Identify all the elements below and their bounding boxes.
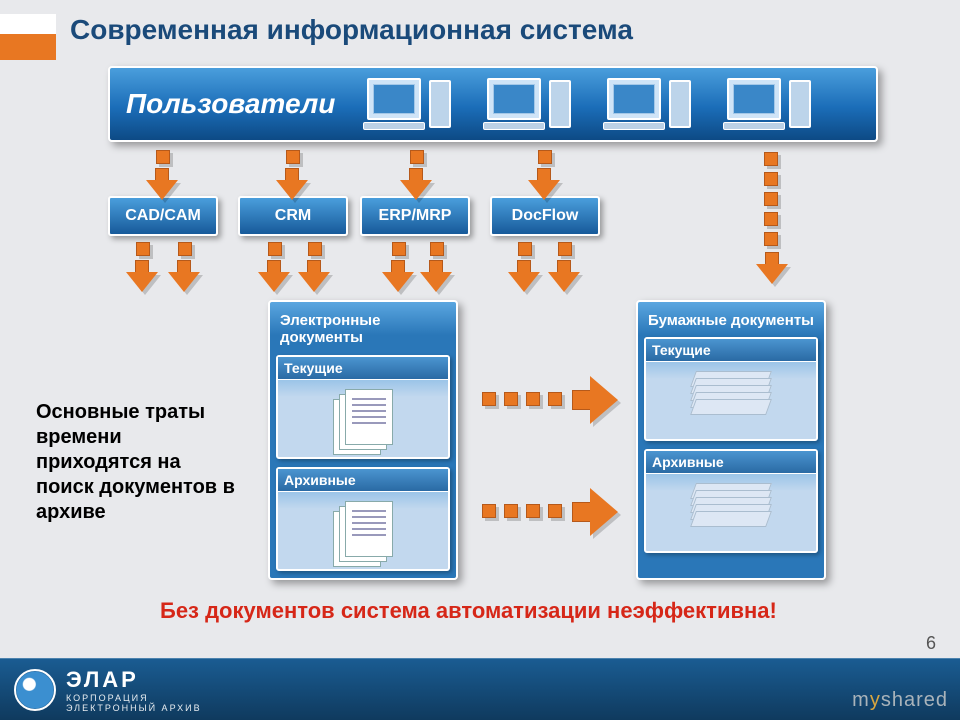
down-arrow-icon — [168, 260, 200, 292]
panel-title: Электронные документы — [276, 308, 450, 355]
down-arrow-icon — [146, 168, 178, 200]
logo-icon — [14, 669, 56, 711]
down-arrow-icon — [420, 260, 452, 292]
card-label: Архивные — [646, 451, 816, 474]
brand-sub1: КОРПОРАЦИЯ — [66, 693, 202, 703]
system-box: ERP/MRP — [360, 196, 470, 236]
corner-orange-block — [0, 34, 56, 60]
down-arrow-icon — [528, 168, 560, 200]
flow-dot — [308, 242, 322, 256]
down-arrow-icon — [258, 260, 290, 292]
panel-title: Бумажные документы — [644, 308, 818, 337]
computer-icons — [355, 76, 825, 132]
flow-dot — [136, 242, 150, 256]
flow-dot — [410, 150, 424, 164]
corner-white-strip — [0, 14, 56, 34]
system-box: CRM — [238, 196, 348, 236]
logo-text: ЭЛАР КОРПОРАЦИЯ ЭЛЕКТРОННЫЙ АРХИВ — [66, 667, 202, 713]
flow-dot — [286, 150, 300, 164]
flow-dot — [538, 150, 552, 164]
card-label: Архивные — [278, 469, 448, 492]
flow-dot — [526, 504, 540, 518]
electronic-panel: Электронные документыТекущие Архивные — [268, 300, 458, 580]
computer-icon — [715, 76, 825, 132]
flow-dot — [178, 242, 192, 256]
down-arrow-icon — [756, 252, 788, 284]
brand-name: ЭЛАР — [66, 667, 202, 693]
system-box: CAD/CAM — [108, 196, 218, 236]
panel-card: Архивные — [644, 449, 818, 553]
computer-icon — [595, 76, 705, 132]
right-arrow-icon — [572, 376, 620, 424]
down-arrow-icon — [548, 260, 580, 292]
flow-dot — [764, 232, 778, 246]
flow-dot — [764, 192, 778, 206]
panel-card: Архивные — [276, 467, 450, 571]
down-arrow-icon — [126, 260, 158, 292]
watermark: myshared — [852, 689, 948, 712]
flow-dot — [504, 504, 518, 518]
flow-dot — [430, 242, 444, 256]
down-arrow-icon — [400, 168, 432, 200]
flow-dot — [482, 392, 496, 406]
flow-dot — [526, 392, 540, 406]
down-arrow-icon — [276, 168, 308, 200]
page-number: 6 — [926, 633, 936, 654]
computer-icon — [475, 76, 585, 132]
slide-title: Современная информационная система — [70, 14, 633, 46]
panel-card: Текущие — [276, 355, 450, 459]
system-box: DocFlow — [490, 196, 600, 236]
flow-dot — [548, 392, 562, 406]
flow-dot — [392, 242, 406, 256]
flow-dot — [764, 212, 778, 226]
footer-bar: ЭЛАР КОРПОРАЦИЯ ЭЛЕКТРОННЫЙ АРХИВ myshar… — [0, 658, 960, 720]
panel-card: Текущие — [644, 337, 818, 441]
card-label: Текущие — [278, 357, 448, 380]
flow-dot — [504, 392, 518, 406]
users-bar: Пользователи — [108, 66, 878, 142]
flow-dot — [558, 242, 572, 256]
flow-dot — [482, 504, 496, 518]
down-arrow-icon — [382, 260, 414, 292]
flow-dot — [268, 242, 282, 256]
flow-dot — [548, 504, 562, 518]
down-arrow-icon — [508, 260, 540, 292]
paper-panel: Бумажные документыТекущие Архивные — [636, 300, 826, 580]
flow-dot — [156, 150, 170, 164]
right-arrow-icon — [572, 488, 620, 536]
side-note: Основные траты времени приходятся на пои… — [36, 400, 236, 525]
computer-icon — [355, 76, 465, 132]
brand-sub2: ЭЛЕКТРОННЫЙ АРХИВ — [66, 703, 202, 713]
flow-dot — [764, 172, 778, 186]
down-arrow-icon — [298, 260, 330, 292]
bottom-warning: Без документов система автоматизации неэ… — [160, 598, 777, 624]
users-label: Пользователи — [126, 88, 335, 120]
card-label: Текущие — [646, 339, 816, 362]
flow-dot — [518, 242, 532, 256]
flow-dot — [764, 152, 778, 166]
